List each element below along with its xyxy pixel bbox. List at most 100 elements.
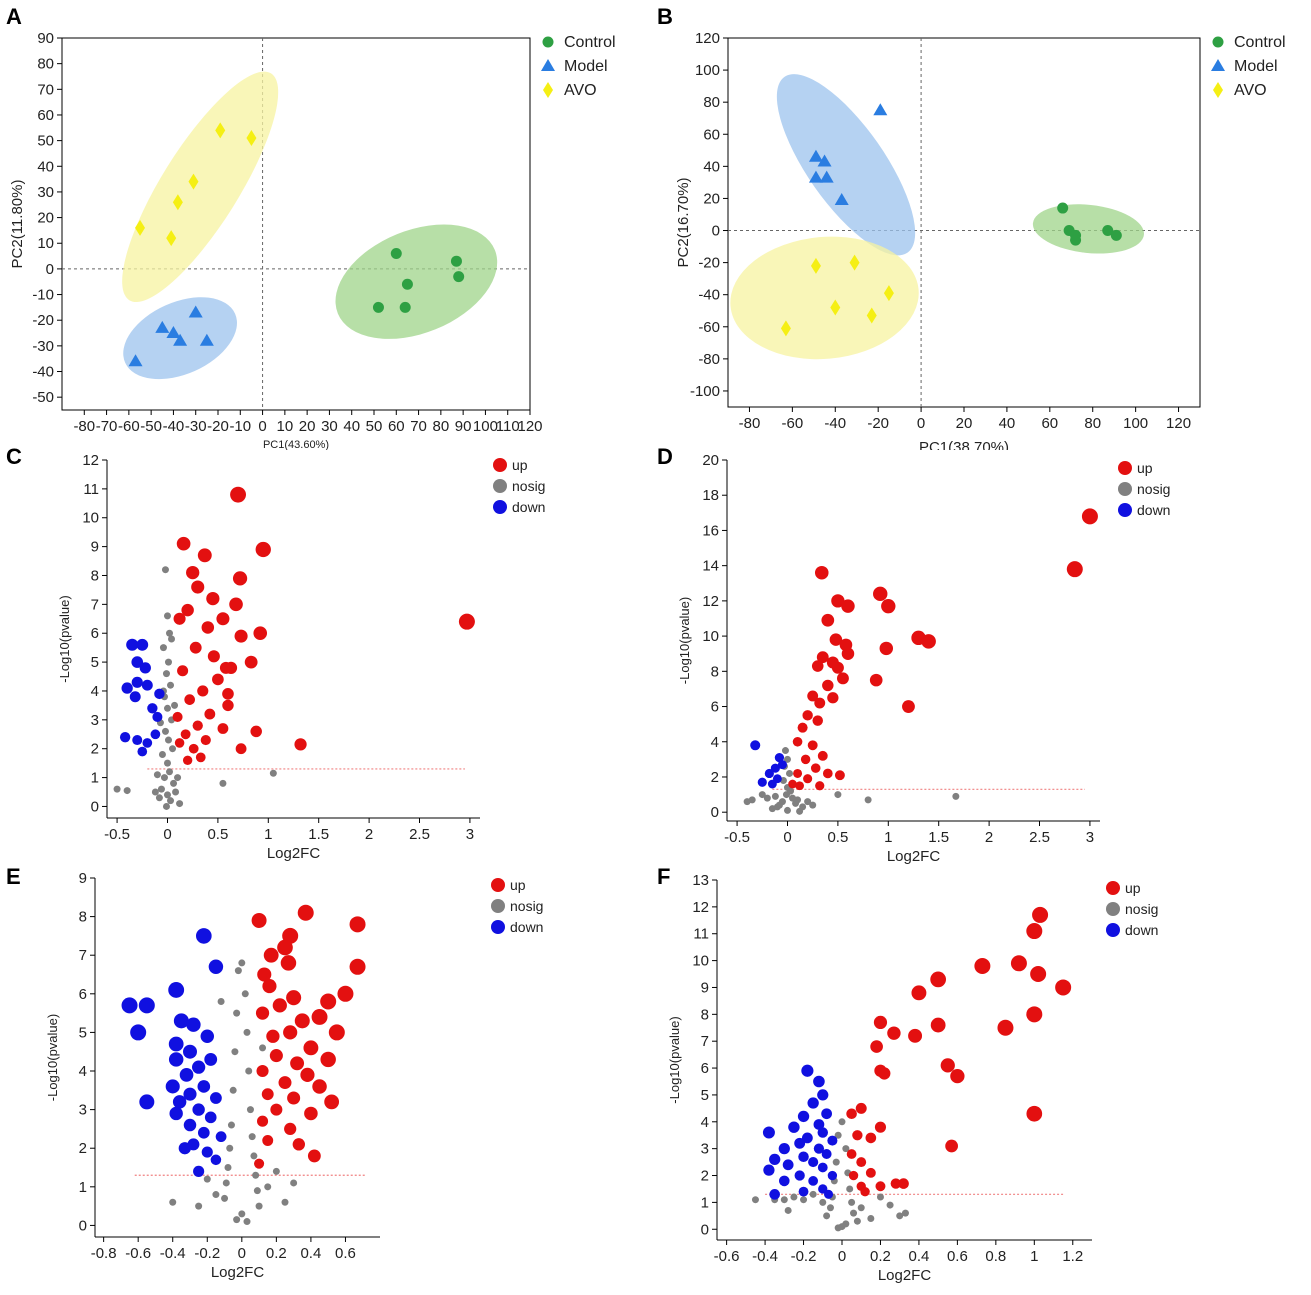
confidence-ellipse-avo — [122, 71, 279, 303]
point-up — [816, 651, 829, 664]
point-nosig — [238, 959, 246, 967]
point-up — [254, 1158, 265, 1169]
point-down — [195, 928, 212, 944]
point-nosig — [272, 1167, 280, 1175]
panel-c: C -0.5 0 0.5 1 1.5 2 2.5 3 0 1 2 3 4 5 6 7 8 9 10 11 12 Log2F… — [0, 440, 655, 870]
legend-label: Model — [564, 58, 608, 75]
point-up — [792, 736, 803, 747]
point-nosig — [172, 788, 180, 796]
point-up — [807, 740, 818, 751]
legend-label: up — [510, 877, 526, 893]
x-axis-title: Log2FC — [887, 848, 941, 865]
confidence-ellipse-avo — [730, 236, 919, 360]
y-tick-label: 12 — [692, 899, 709, 916]
point-model — [817, 154, 832, 167]
point-control — [390, 248, 402, 260]
point-model — [834, 193, 849, 206]
x-tick-label: 100 — [1123, 415, 1148, 432]
point-nosig — [155, 794, 163, 802]
point-up — [216, 612, 230, 626]
y-tick-label: 2 — [79, 1140, 87, 1157]
x-tick-label: 100 — [473, 418, 498, 435]
point-nosig — [171, 701, 179, 709]
y-tick-label: 60 — [37, 107, 54, 124]
point-nosig — [222, 1179, 230, 1187]
point-nosig — [163, 759, 171, 767]
point-down — [131, 656, 144, 668]
point-nosig — [876, 1193, 884, 1201]
point-up — [284, 1122, 297, 1136]
point-up — [879, 641, 894, 656]
point-up — [349, 958, 366, 975]
x-tick-label: 2 — [365, 826, 373, 843]
point-nosig — [243, 1028, 251, 1036]
y-tick-label: 7 — [701, 1033, 709, 1050]
point-up — [272, 998, 287, 1013]
x-tick-label: 0 — [163, 826, 171, 843]
point-nosig — [226, 1144, 234, 1152]
x-tick-label: 60 — [388, 418, 405, 435]
point-control — [1110, 229, 1122, 241]
point-down — [813, 1143, 825, 1154]
point-up — [300, 1067, 315, 1082]
point-nosig — [164, 736, 172, 744]
legend-marker-nosig — [1106, 902, 1120, 916]
panel-label: E — [6, 864, 21, 889]
point-down — [767, 779, 777, 789]
y-tick-label: -40 — [698, 287, 720, 304]
y-tick-label: -100 — [690, 383, 720, 400]
point-up — [822, 768, 833, 779]
legend-label: up — [1137, 460, 1153, 476]
point-up — [256, 1064, 269, 1078]
panel-d: D -0.5 0 0.5 1 1.5 2 2.5 3 0 2 4 6 8 10 12 14 16 18 20 Log2… — [655, 440, 1311, 870]
point-up — [814, 565, 829, 580]
point-up — [822, 679, 834, 692]
point-up — [189, 641, 202, 654]
point-nosig — [758, 791, 766, 799]
point-down — [813, 1075, 825, 1088]
point-up — [257, 1115, 269, 1127]
point-up — [229, 597, 243, 612]
y-tick-label: 0 — [79, 1217, 87, 1234]
volcano-chart-c: -0.5 0 0.5 1 1.5 2 2.5 30123456789101112Log2FC-… — [57, 452, 545, 862]
point-nosig — [161, 566, 169, 574]
point-up — [793, 768, 803, 778]
point-nosig — [255, 1202, 263, 1210]
point-up — [802, 710, 813, 721]
point-nosig — [160, 774, 168, 782]
x-tick-label: -0.4 — [160, 1245, 186, 1262]
point-avo — [246, 130, 257, 147]
point-down — [169, 1106, 183, 1121]
point-up — [292, 1138, 305, 1151]
y-tick-label: 60 — [703, 126, 720, 143]
point-nosig — [153, 771, 161, 779]
x-tick-label: 0.4 — [908, 1248, 929, 1265]
legend-label: down — [512, 499, 545, 515]
point-nosig — [780, 1196, 788, 1204]
legend-label: Model — [1234, 58, 1278, 75]
point-up — [294, 1013, 310, 1029]
point-down — [168, 1052, 184, 1067]
x-tick-label: -80 — [739, 415, 761, 432]
point-up — [278, 1076, 292, 1090]
point-up — [821, 613, 835, 627]
point-nosig — [163, 704, 171, 712]
point-up — [222, 699, 234, 712]
x-tick-label: -0.5 — [104, 826, 130, 843]
point-nosig — [250, 1152, 258, 1160]
panel-a: A -80 -70 -60 -50 -40 -30 -20 -10 0 10 20 30 40 50 60 7… — [0, 0, 655, 451]
point-down — [126, 638, 139, 651]
point-avo — [780, 320, 791, 337]
x-tick-label: 30 — [321, 418, 338, 435]
point-up — [176, 536, 191, 551]
point-up — [262, 1135, 274, 1146]
point-down — [186, 1017, 201, 1032]
point-nosig — [846, 1185, 854, 1193]
point-up — [870, 1040, 883, 1053]
x-tick-label: 0 — [838, 1248, 846, 1265]
x-tick-label: 20 — [299, 418, 316, 435]
point-up — [921, 634, 936, 649]
y-tick-label: 70 — [37, 81, 54, 98]
point-nosig — [790, 1193, 798, 1201]
point-control — [399, 301, 411, 313]
